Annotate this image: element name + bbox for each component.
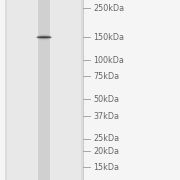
Ellipse shape <box>37 36 52 38</box>
Text: 75kDa: 75kDa <box>94 72 120 81</box>
Bar <box>5 0 83 180</box>
Text: 20kDa: 20kDa <box>94 147 120 156</box>
Ellipse shape <box>37 35 52 40</box>
Bar <box>7 0 81 180</box>
Ellipse shape <box>37 37 51 38</box>
Text: 37kDa: 37kDa <box>94 112 120 121</box>
Bar <box>38 0 50 180</box>
Ellipse shape <box>37 34 52 41</box>
Text: 250kDa: 250kDa <box>94 4 125 13</box>
Text: 50kDa: 50kDa <box>94 95 120 104</box>
Text: 150kDa: 150kDa <box>94 33 125 42</box>
Ellipse shape <box>37 36 52 39</box>
Text: 100kDa: 100kDa <box>94 56 125 65</box>
Text: 15kDa: 15kDa <box>94 163 120 172</box>
Text: 25kDa: 25kDa <box>94 134 120 143</box>
